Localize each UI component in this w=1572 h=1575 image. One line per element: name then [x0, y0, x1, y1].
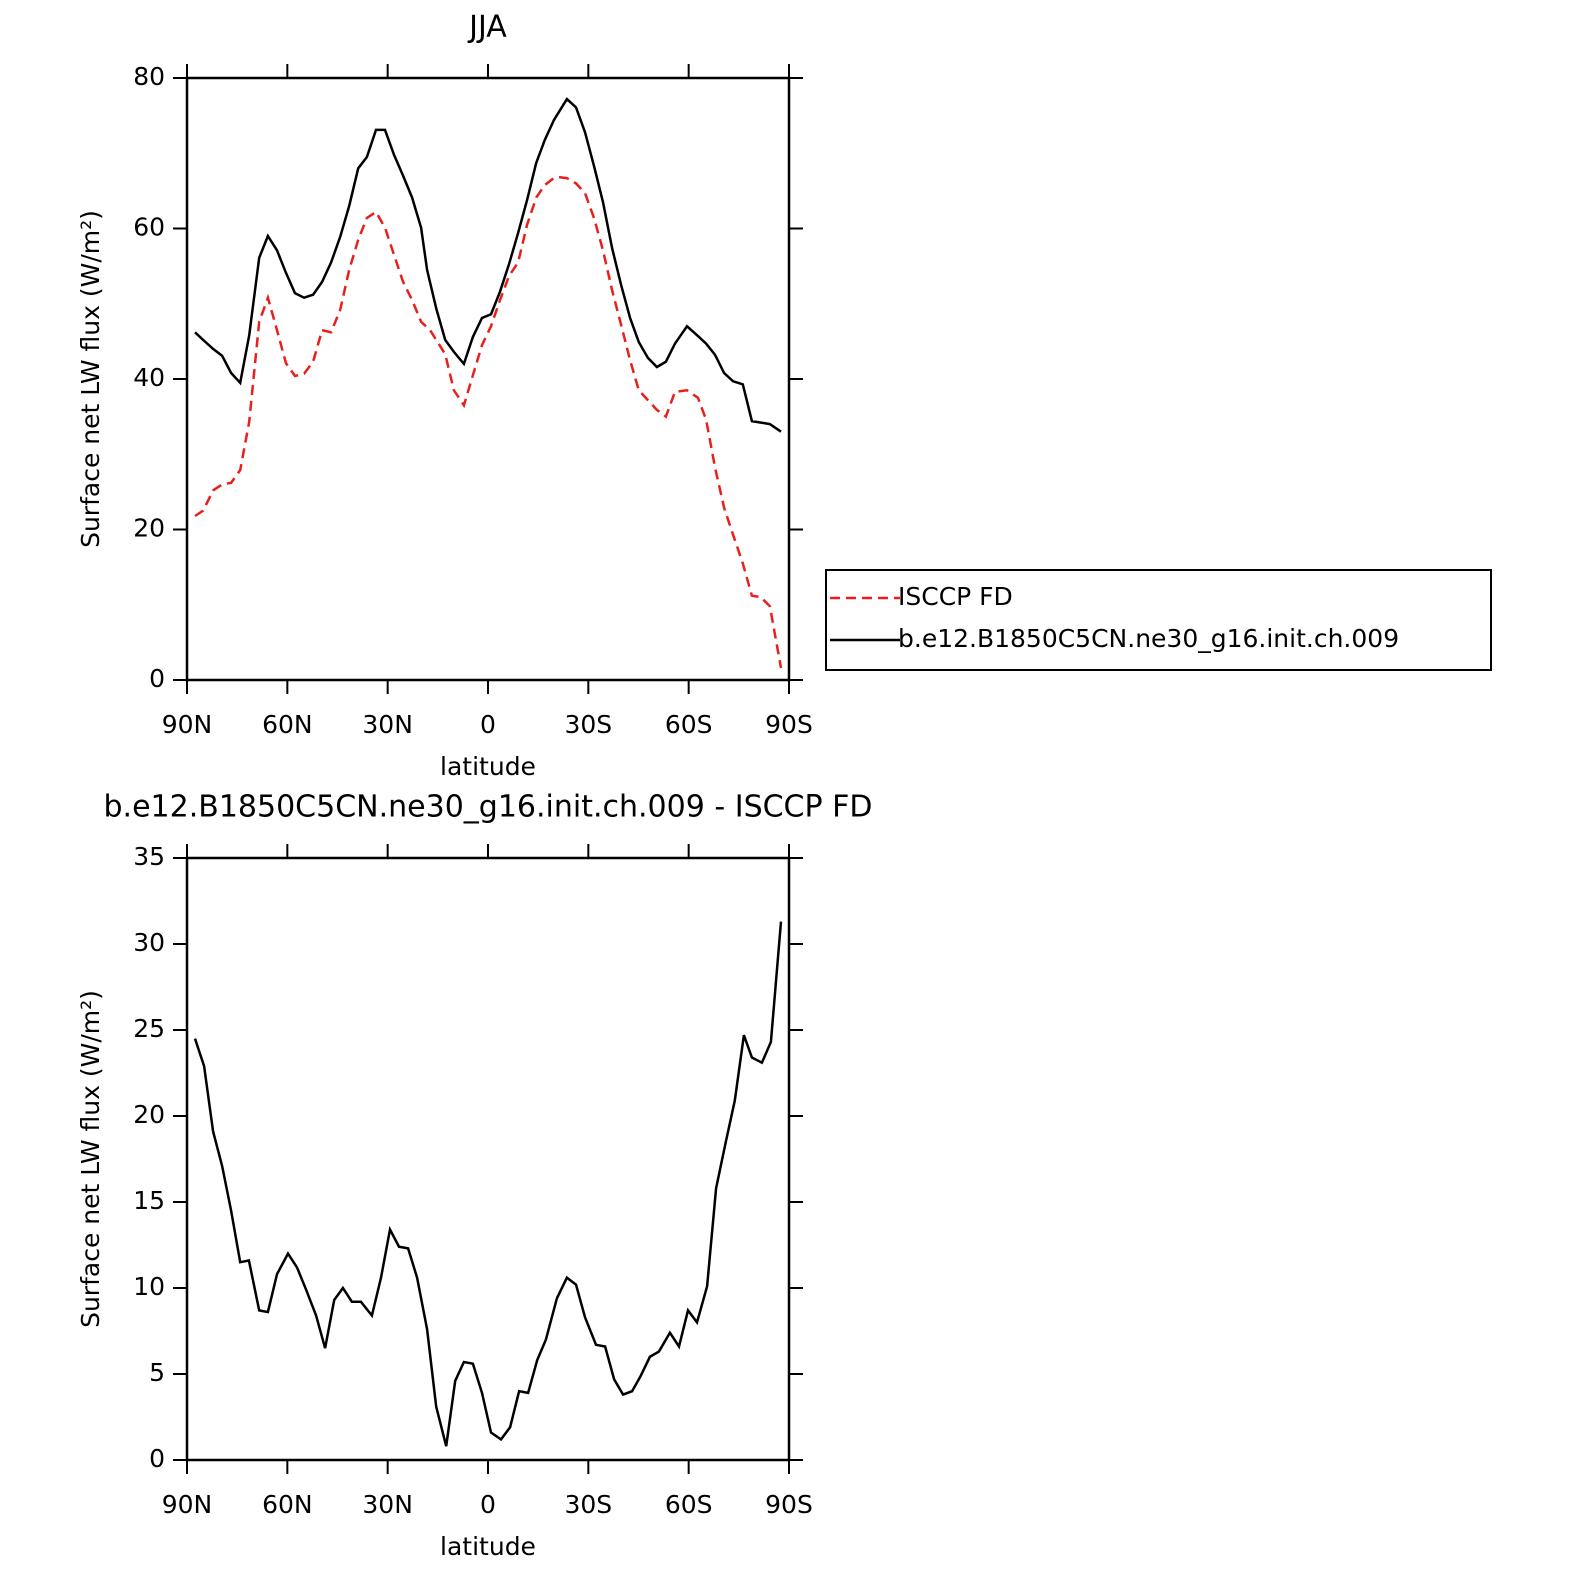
x-tick-label: 30N — [362, 1490, 413, 1519]
x-tick-label: 90N — [162, 1490, 213, 1519]
x-tick-label: 60S — [665, 1490, 713, 1519]
chart-title: b.e12.B1850C5CN.ne30_g16.init.ch.009 - I… — [104, 790, 873, 825]
y-tick-label: 60 — [133, 213, 165, 242]
y-axis-label: Surface net LW flux (W/m²) — [76, 210, 105, 548]
y-tick-label: 20 — [133, 514, 165, 543]
plot-frame — [185, 76, 791, 682]
x-tick-label: 0 — [480, 1490, 496, 1519]
y-tick-label: 0 — [149, 664, 165, 693]
data-line — [193, 921, 783, 1447]
x-tick-label: 90N — [162, 710, 213, 739]
data-line — [194, 97, 782, 433]
plot-frame — [185, 856, 791, 1462]
x-axis-label: latitude — [440, 1532, 536, 1561]
y-tick-label: 35 — [133, 842, 165, 871]
x-tick-label: 60N — [262, 1490, 313, 1519]
y-tick-label: 10 — [133, 1272, 165, 1301]
x-axis-label: latitude — [440, 752, 536, 781]
chart-title: JJA — [467, 10, 507, 45]
data-line — [194, 176, 783, 669]
y-tick-label: 40 — [133, 363, 165, 392]
y-tick-label: 30 — [133, 928, 165, 957]
y-tick-label: 25 — [133, 1014, 165, 1043]
legend-label: ISCCP FD — [898, 582, 1013, 611]
x-tick-label: 60S — [665, 710, 713, 739]
y-tick-label: 80 — [133, 62, 165, 91]
y-tick-label: 15 — [133, 1186, 165, 1215]
x-tick-label: 90S — [765, 1490, 813, 1519]
legend-label: b.e12.B1850C5CN.ne30_g16.init.ch.009 — [898, 624, 1399, 653]
x-tick-label: 30S — [564, 710, 612, 739]
legend-box — [825, 569, 1492, 671]
x-tick-label: 30N — [362, 710, 413, 739]
x-tick-label: 30S — [564, 1490, 612, 1519]
x-tick-label: 0 — [480, 710, 496, 739]
y-tick-label: 5 — [149, 1358, 165, 1387]
y-axis-label: Surface net LW flux (W/m²) — [76, 990, 105, 1328]
y-tick-label: 0 — [149, 1444, 165, 1473]
x-tick-label: 60N — [262, 710, 313, 739]
x-tick-label: 90S — [765, 710, 813, 739]
y-tick-label: 20 — [133, 1100, 165, 1129]
